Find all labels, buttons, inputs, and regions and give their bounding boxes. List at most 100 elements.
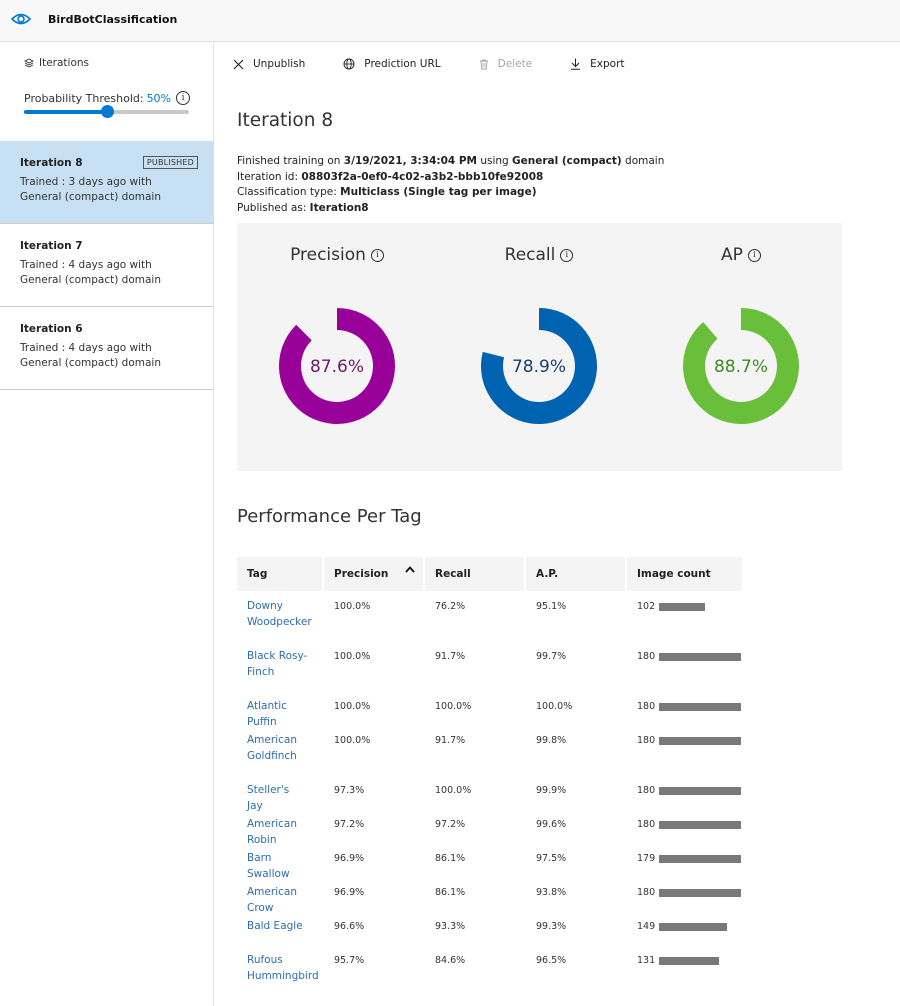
- donut-arc: [279, 308, 395, 424]
- precision-cell: 100.0%: [334, 735, 371, 746]
- column-header-image-count[interactable]: Image count: [627, 557, 742, 591]
- image-count-bar: [659, 653, 741, 661]
- sort-ascending-icon: [405, 566, 415, 573]
- precision-cell: 96.9%: [334, 853, 365, 864]
- tag-link[interactable]: Rufous Hummingbird: [247, 954, 319, 982]
- info-icon[interactable]: i: [370, 248, 384, 262]
- iteration-title: Iteration 8: [237, 110, 334, 131]
- export-label: Export: [590, 58, 625, 70]
- metric-value: 88.7%: [713, 357, 768, 377]
- image-count-bar: [659, 957, 719, 965]
- table-row: Barn Swallow 96.9% 86.1% 97.5% 179: [237, 843, 744, 880]
- export-button[interactable]: Export: [570, 58, 625, 70]
- image-count-bar: [659, 923, 727, 931]
- image-count-value: 180: [637, 651, 656, 662]
- tag-link[interactable]: Downy Woodpecker: [247, 600, 312, 628]
- metric-label: Precision i: [237, 245, 437, 265]
- threshold-slider[interactable]: [24, 105, 189, 118]
- iteration-description: Trained : 4 days ago with General (compa…: [20, 259, 161, 286]
- metric-ap: AP i 88.7%: [641, 223, 841, 471]
- published-line: Published as: Iteration8: [237, 201, 369, 214]
- app-title[interactable]: BirdBotClassification: [48, 13, 178, 26]
- tag-link[interactable]: American Robin: [247, 818, 297, 846]
- performance-table: Tag Precision Recall A.P. Image count Do…: [237, 557, 744, 995]
- image-count-cell: 180: [627, 691, 742, 725]
- image-count-value: 131: [637, 955, 656, 966]
- recall-cell: 91.7%: [435, 651, 466, 662]
- image-count-cell: 180: [627, 809, 742, 843]
- column-header-precision[interactable]: Precision: [324, 557, 423, 591]
- tag-link[interactable]: Bald Eagle: [247, 920, 303, 932]
- table-row: Black Rosy-Finch 100.0% 91.7% 99.7% 180: [237, 641, 744, 691]
- column-header-tag[interactable]: Tag: [237, 557, 322, 591]
- metric-label: Recall i: [439, 245, 639, 265]
- iterations-label: Iterations: [39, 57, 90, 69]
- metric-value: 87.6%: [309, 357, 364, 377]
- classification-line: Classification type: Multiclass (Single …: [237, 186, 537, 198]
- column-header-ap[interactable]: A.P.: [526, 557, 625, 591]
- table-row: Downy Woodpecker 100.0% 76.2% 95.1% 102: [237, 591, 744, 641]
- prediction-url-button[interactable]: Prediction URL: [343, 58, 441, 70]
- iteration-description: Trained : 4 days ago with General (compa…: [20, 342, 161, 369]
- ap-cell: 96.5%: [536, 955, 567, 966]
- image-count-bar: [659, 787, 741, 795]
- metrics-panel: Precision i 87.6% Recall i 78.9% AP i 88.7%: [237, 223, 842, 471]
- metric-precision: Precision i 87.6%: [237, 223, 437, 471]
- iteration-item[interactable]: Iteration 6 Trained : 4 days ago with Gen…: [0, 307, 214, 390]
- table-row: Bald Eagle 96.6% 93.3% 99.3% 149: [237, 911, 744, 945]
- recall-cell: 93.3%: [435, 921, 466, 932]
- table-row: American Robin 97.2% 97.2% 99.6% 180: [237, 809, 744, 846]
- tag-link[interactable]: American Goldfinch: [247, 734, 297, 762]
- image-count-value: 102: [637, 601, 656, 612]
- tag-link[interactable]: Black Rosy-Finch: [247, 650, 308, 678]
- column-header-recall[interactable]: Recall: [425, 557, 524, 591]
- close-icon: [233, 59, 244, 69]
- image-count-value: 149: [637, 921, 656, 932]
- globe-icon: [343, 58, 355, 70]
- recall-cell: 91.7%: [435, 735, 466, 746]
- download-icon: [571, 58, 581, 70]
- unpublish-label: Unpublish: [253, 58, 306, 70]
- image-count-value: 180: [637, 819, 656, 830]
- info-icon[interactable]: i: [560, 248, 574, 262]
- slider-fill: [24, 110, 107, 114]
- threshold-value: 50%: [146, 91, 172, 105]
- recall-cell: 84.6%: [435, 955, 466, 966]
- image-count-bar: [659, 737, 741, 745]
- tag-link[interactable]: American Crow: [247, 886, 297, 914]
- ap-cell: 99.9%: [536, 785, 567, 796]
- image-count-cell: 149: [627, 911, 742, 945]
- ap-cell: 99.8%: [536, 735, 567, 746]
- info-icon[interactable]: i: [176, 91, 191, 105]
- tag-link[interactable]: Atlantic Puffin: [247, 700, 287, 728]
- precision-cell: 96.6%: [334, 921, 365, 932]
- delete-button[interactable]: Delete: [479, 58, 532, 70]
- image-count-value: 180: [637, 735, 656, 746]
- layers-icon: [24, 58, 34, 68]
- tag-link[interactable]: Barn Swallow: [247, 852, 290, 880]
- recall-cell: 76.2%: [435, 601, 466, 612]
- iteration-name: Iteration 6: [20, 323, 83, 335]
- recall-cell: 97.2%: [435, 819, 466, 830]
- image-count-value: 180: [637, 887, 656, 898]
- recall-cell: 86.1%: [435, 853, 466, 864]
- image-count-bar: [659, 889, 741, 897]
- tag-link[interactable]: Steller's Jay: [247, 784, 290, 812]
- iteration-description: Trained : 3 days ago with General (compa…: [20, 176, 161, 203]
- info-icon[interactable]: i: [747, 248, 761, 262]
- iteration-item[interactable]: Iteration 7 Trained : 4 days ago with Gen…: [0, 224, 214, 307]
- donut-chart: [481, 308, 597, 424]
- threshold-row: Probability Threshold: 50% i: [24, 91, 191, 105]
- slider-thumb[interactable]: [100, 105, 114, 118]
- donut-arc: [481, 308, 597, 424]
- image-count-cell: 131: [627, 945, 742, 995]
- table-row: Rufous Hummingbird 95.7% 84.6% 96.5% 131: [237, 945, 744, 995]
- precision-cell: 97.3%: [334, 785, 365, 796]
- finished-line: Finished training on 3/19/2021, 3:34:04 …: [237, 155, 665, 167]
- ap-cell: 95.1%: [536, 601, 567, 612]
- iteration-item[interactable]: Iteration 8 PUBLISHED Trained : 3 days ago…: [0, 141, 214, 224]
- column-header-precision-label: Precision: [334, 568, 389, 580]
- performance-title: Performance Per Tag: [237, 506, 422, 527]
- unpublish-button[interactable]: Unpublish: [233, 58, 305, 70]
- metric-label: AP i: [641, 245, 841, 265]
